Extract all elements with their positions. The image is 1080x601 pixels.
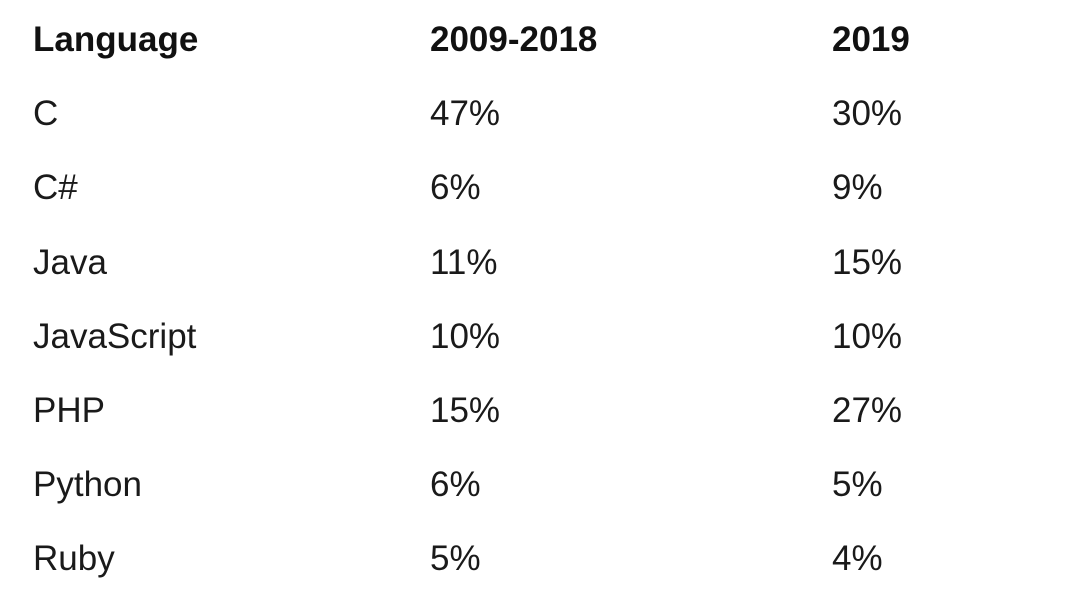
- language-cell: JavaScript: [33, 316, 197, 356]
- language-cell: Java: [33, 242, 107, 282]
- language-cell: C: [33, 94, 59, 134]
- language-cell: C#: [33, 168, 78, 208]
- share-cell: 5%: [430, 539, 481, 579]
- language-cell: PHP: [33, 391, 105, 430]
- share-cell: 15%: [832, 242, 903, 282]
- share-cell: 27%: [832, 391, 903, 430]
- share-cell: 6%: [430, 168, 481, 208]
- language-cell: Python: [33, 465, 142, 505]
- share-cell: 11%: [430, 242, 498, 282]
- share-cell: 10%: [430, 316, 501, 356]
- column-header: 2019: [832, 20, 910, 59]
- share-cell: 15%: [430, 391, 501, 430]
- share-cell: 47%: [430, 94, 501, 134]
- share-cell: 10%: [832, 316, 903, 356]
- column-header: Language: [33, 20, 199, 59]
- column-header: 2009-2018: [430, 20, 598, 59]
- share-cell: 5%: [832, 465, 883, 505]
- share-cell: 4%: [832, 539, 883, 579]
- share-cell: 6%: [430, 465, 481, 505]
- share-cell: 9%: [832, 168, 883, 208]
- share-cell: 30%: [832, 94, 903, 134]
- language-cell: Ruby: [33, 539, 115, 579]
